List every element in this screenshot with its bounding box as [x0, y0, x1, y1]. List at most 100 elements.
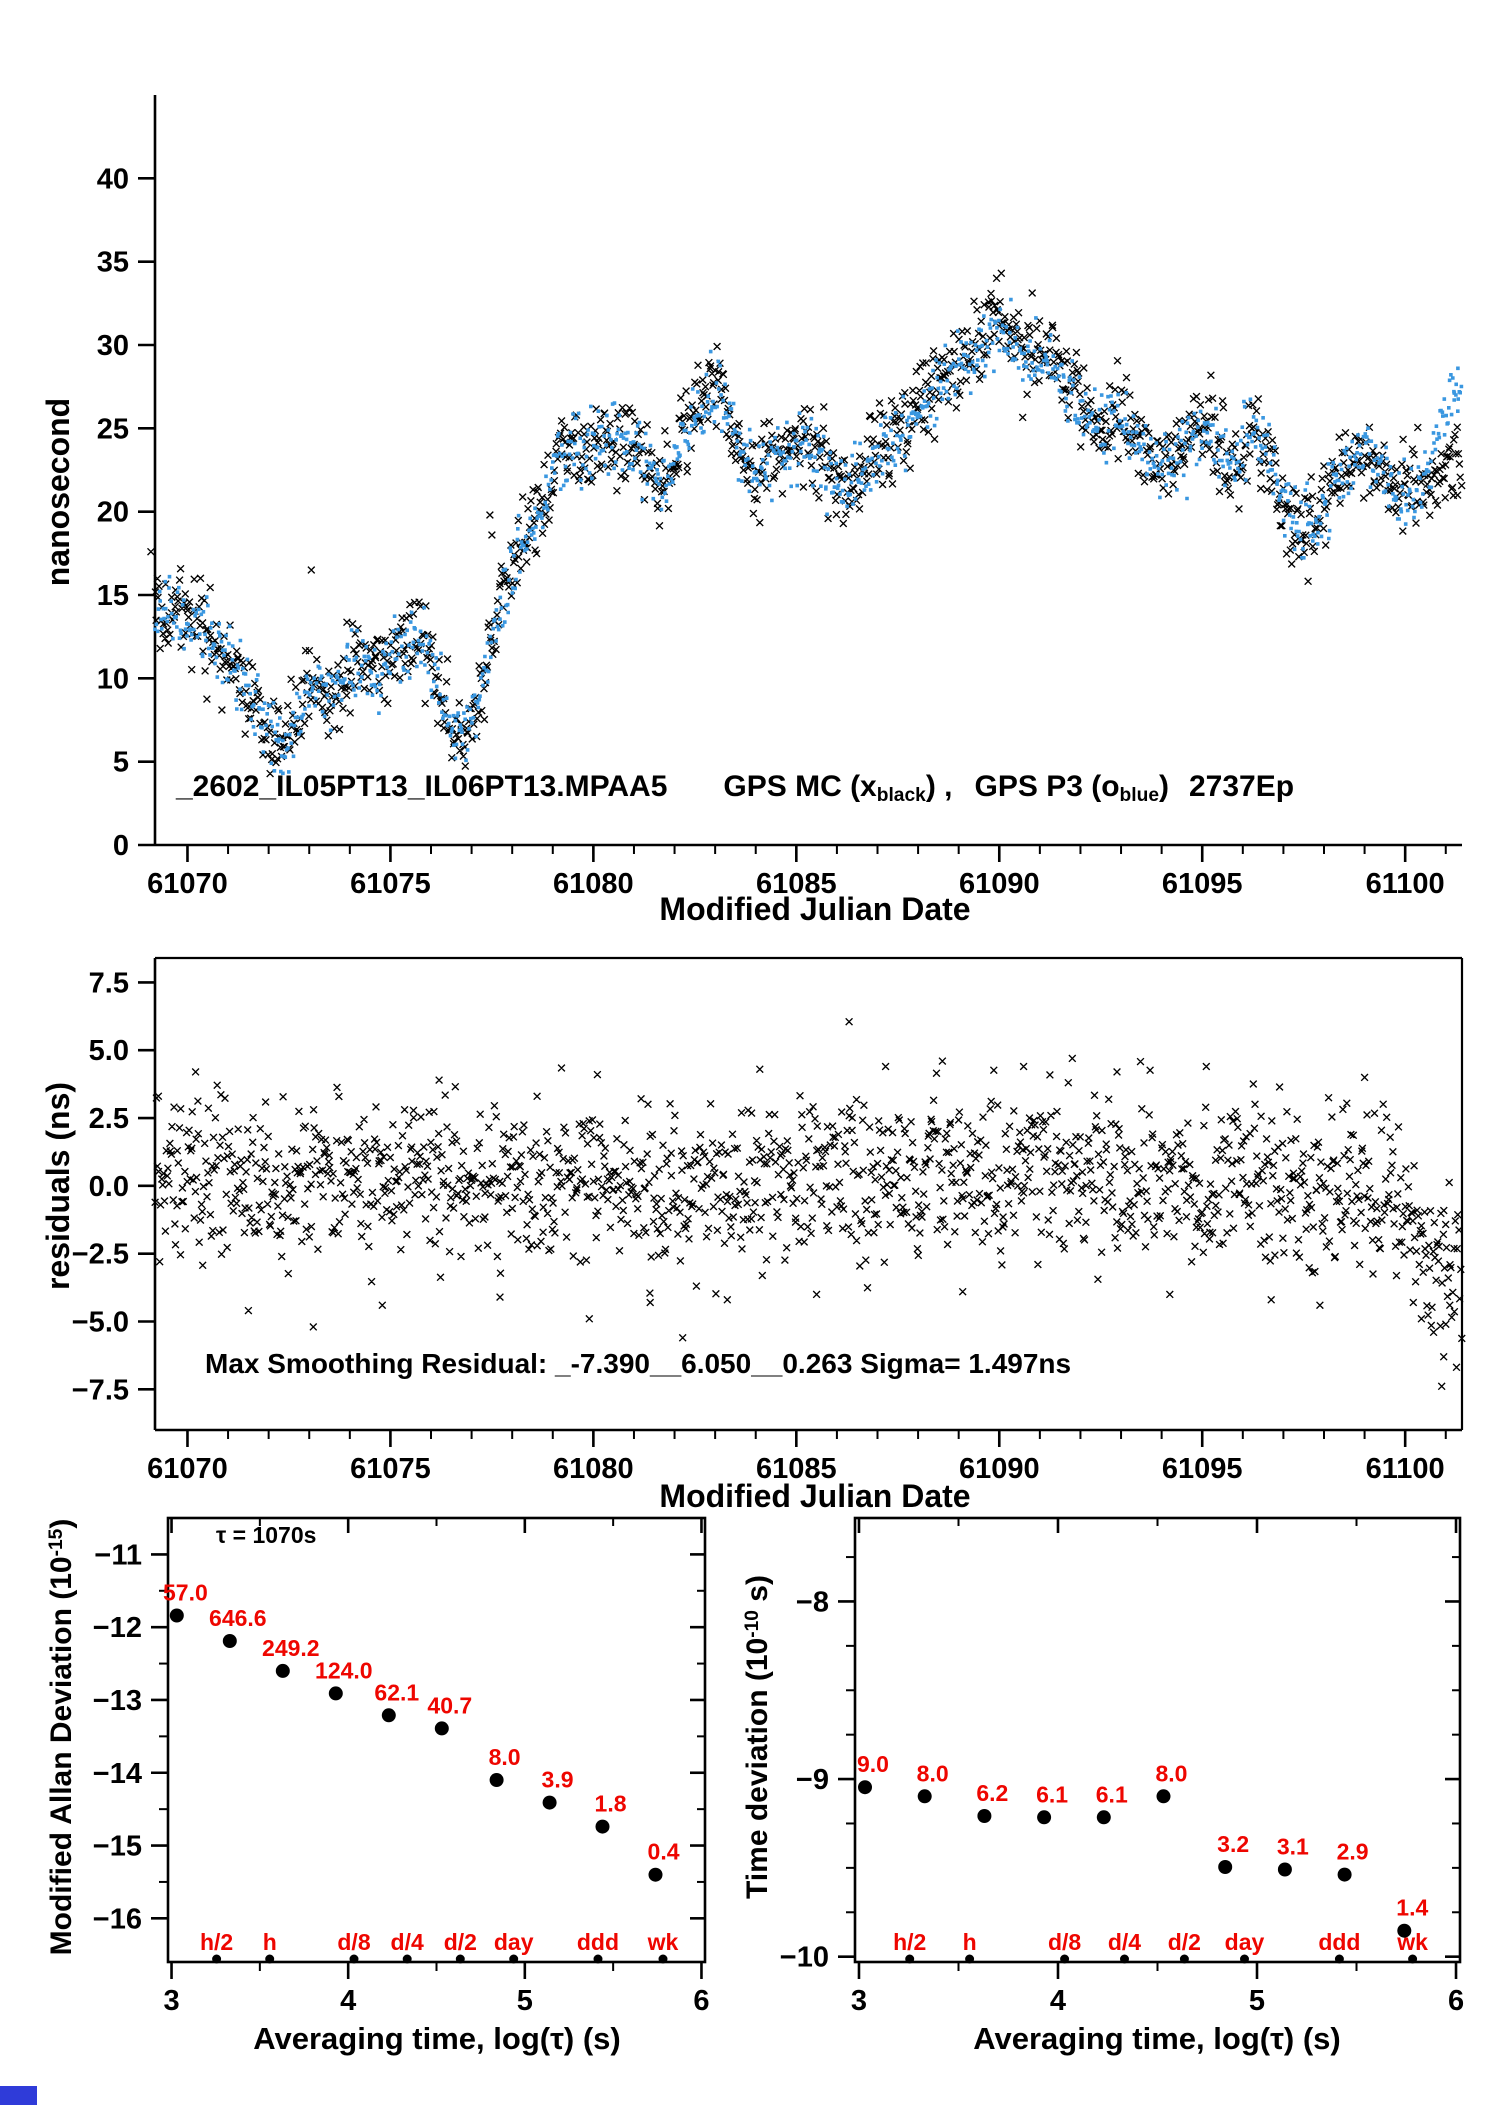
tdev-ylabel-pre: Time deviation (10: [741, 1637, 774, 1899]
data-point: [1397, 1923, 1412, 1938]
data-point: [595, 1819, 610, 1834]
data-point: [858, 1780, 872, 1795]
chart-text: 57.0: [163, 1580, 208, 1606]
data-point: [1037, 1810, 1052, 1825]
chart-text: 4: [1050, 1985, 1066, 2017]
chart-text: 7.5: [89, 967, 129, 999]
chart-text: 6.1: [1036, 1781, 1068, 1807]
axis-tau-marker: [905, 1954, 915, 1964]
axis-tau-marker: [965, 1954, 975, 1964]
chart-text: −11: [94, 1539, 142, 1571]
legend-series1: GPS MC (x: [723, 770, 877, 803]
chart-text: 61070: [147, 1453, 228, 1485]
chart-text: 35: [97, 247, 129, 279]
legend-series2: GPS P3 (o: [974, 770, 1120, 803]
chart-text: day: [1225, 1929, 1265, 1955]
data-point: [381, 1708, 396, 1723]
series-residuals: [151, 1017, 1466, 1391]
chart-text: 61080: [553, 868, 634, 900]
chart-text: 124.0: [315, 1657, 373, 1683]
mdev-xlabel: Averaging time, log(τ) (s): [253, 2021, 621, 2056]
chart-text: d/8: [1048, 1929, 1081, 1955]
chart-text: 1.4: [1396, 1895, 1428, 1921]
chart-text: −7.5: [72, 1374, 129, 1406]
chart-text: 9.0: [857, 1751, 889, 1777]
chart-text: −8: [796, 1586, 829, 1618]
top-title: _2602_IL05PT13_IL06PT13.MPAA5 GPS MC (xbl…: [176, 770, 1294, 806]
chart-text: 3.2: [1217, 1831, 1249, 1857]
legend-series2-close: ): [1159, 770, 1169, 803]
chart-text: 5.0: [89, 1035, 129, 1067]
axis-tau-marker: [1179, 1954, 1189, 1964]
chart-text: d/2: [1168, 1929, 1201, 1955]
data-point: [542, 1795, 557, 1810]
chart-text: h: [963, 1929, 977, 1955]
axis-tau-marker: [212, 1954, 222, 1964]
axis-tau-marker: [455, 1954, 465, 1964]
chart-text: −12: [93, 1612, 142, 1644]
chart-text: 0.0: [89, 1171, 129, 1203]
chart-text: 61085: [756, 868, 837, 900]
tau-annotation: τ = 1070s: [216, 1522, 317, 1548]
data-point: [1156, 1789, 1171, 1804]
chart-text: 646.6: [209, 1605, 267, 1631]
chart-text: 3.1: [1277, 1833, 1309, 1859]
chart-text: 61090: [959, 1453, 1040, 1485]
chart-text: 61100: [1366, 868, 1445, 900]
mdev-ylabel: Modified Allan Deviation (10-15): [45, 1519, 78, 1956]
tdev-ylabel-post: s): [741, 1575, 774, 1611]
data-point: [917, 1789, 932, 1804]
chart-text: 3.9: [542, 1767, 574, 1793]
chart-text: 1.8: [595, 1791, 627, 1817]
chart-text: 6: [1448, 1985, 1464, 2017]
data-point: [1218, 1860, 1233, 1874]
chart-text: 2.5: [89, 1103, 129, 1135]
chart-text: −5.0: [72, 1306, 129, 1338]
chart-text: 5: [1249, 1985, 1265, 2017]
axis-tau-marker: [593, 1954, 603, 1964]
chart-text: 2.9: [1337, 1839, 1369, 1865]
chart-text: 5: [113, 747, 129, 779]
chart-text: d/2: [444, 1929, 477, 1955]
chart-text: −13: [93, 1685, 142, 1717]
data-point: [648, 1867, 663, 1882]
data-point: [1337, 1867, 1352, 1882]
chart-text: 61100: [1366, 1453, 1445, 1485]
top-xlabel: Modified Julian Date: [659, 891, 971, 927]
chart-text: h/2: [200, 1929, 233, 1955]
axis-tau-marker: [1120, 1954, 1129, 1964]
data-point: [328, 1686, 343, 1701]
chart-text: ddd: [577, 1929, 619, 1955]
legend-series1-sub: black: [876, 785, 926, 806]
chart-text: 0.4: [648, 1839, 680, 1865]
chart-text: 10: [97, 663, 129, 695]
axis-tau-marker: [1408, 1954, 1418, 1964]
axis-tau-marker: [658, 1954, 668, 1964]
chart-text: d/8: [337, 1929, 370, 1955]
chart-text: d/4: [1108, 1929, 1141, 1955]
chart-text: ddd: [1318, 1929, 1360, 1955]
axis-tau-marker: [265, 1954, 275, 1964]
title-file: _2602_IL05PT13_IL06PT13.MPAA5: [176, 770, 668, 803]
chart-text: 15: [97, 580, 129, 612]
chart-text: 5: [517, 1985, 533, 2017]
chart-text: 61075: [350, 1453, 431, 1485]
chart-text: 0: [113, 830, 129, 862]
data-point: [1277, 1862, 1292, 1877]
axis-tau-marker: [1334, 1954, 1344, 1964]
mdev-ylabel-pre: Modified Allan Deviation (10: [45, 1556, 78, 1956]
chart-text: 249.2: [262, 1635, 320, 1661]
data-point: [977, 1809, 992, 1823]
chart-text: 3: [163, 1985, 179, 2017]
chart-text: −16: [93, 1903, 142, 1935]
chart-text: 40.7: [427, 1692, 472, 1718]
chart-text: −10: [780, 1942, 829, 1974]
chart-text: d/4: [391, 1929, 424, 1955]
tdev-ylabel-sup: -10: [742, 1610, 763, 1638]
chart-text: 62.1: [374, 1679, 419, 1705]
chart-text: 61075: [350, 868, 431, 900]
data-point: [275, 1663, 290, 1678]
tdev-ylabel: Time deviation (10-10 s): [741, 1575, 774, 1899]
